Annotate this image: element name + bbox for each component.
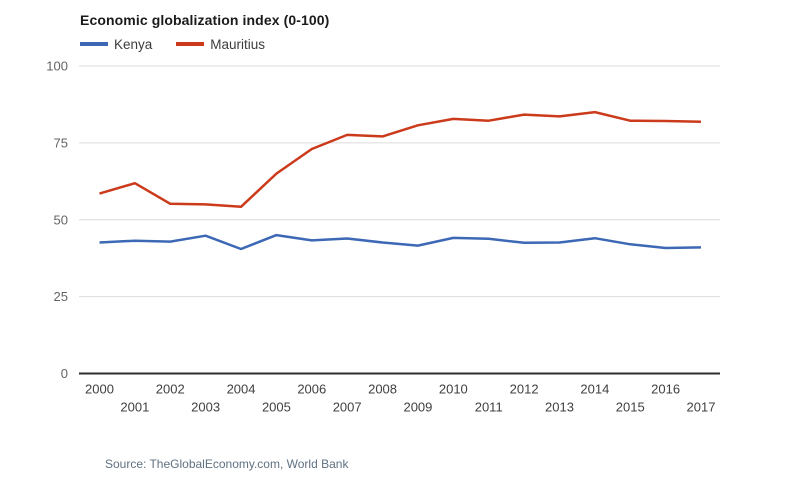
series-line-kenya — [99, 233, 702, 251]
legend-label-kenya: Kenya — [114, 36, 153, 52]
x-tick-label: 2003 — [191, 400, 220, 415]
x-tick-label: 2001 — [120, 400, 149, 415]
x-tick-label: 2002 — [156, 382, 185, 397]
y-tick-label: 75 — [54, 135, 68, 150]
x-tick-label: 2005 — [262, 400, 291, 415]
mauritius-line-swatch — [176, 42, 205, 46]
x-tick-label: 2013 — [545, 400, 574, 415]
y-tick-label: 50 — [54, 212, 68, 227]
x-tick-label: 2016 — [651, 382, 680, 397]
x-tick-label: 2012 — [510, 382, 539, 397]
series-line-mauritius — [99, 110, 702, 209]
x-tick-label: 2004 — [227, 382, 256, 397]
legend-label-mauritius: Mauritius — [210, 36, 266, 52]
x-tick-label: 2015 — [616, 400, 645, 415]
x-tick-label: 2017 — [687, 400, 716, 415]
y-tick-label: 25 — [54, 289, 68, 304]
x-tick-label: 2008 — [368, 382, 397, 397]
legend-item-kenya: Kenya — [80, 37, 152, 52]
kenya-line-swatch — [80, 42, 108, 46]
x-tick-label: 2006 — [297, 382, 326, 397]
x-tick-label: 2009 — [403, 400, 432, 415]
x-tick-label: 2007 — [333, 400, 362, 415]
chart-title: Economic globalization index (0-100) — [80, 12, 330, 28]
y-tick-label: 100 — [46, 59, 68, 74]
x-tick-label: 2014 — [580, 382, 609, 397]
x-tick-label: 2011 — [475, 400, 503, 415]
legend: Kenya Mauritius — [80, 36, 265, 52]
source-note: Source: TheGlobalEconomy.com, World Bank — [105, 457, 349, 471]
y-tick-label: 0 — [61, 366, 68, 381]
x-tick-label: 2010 — [439, 382, 468, 397]
legend-item-mauritius: Mauritius — [176, 37, 265, 52]
x-tick-label: 2000 — [85, 382, 114, 397]
